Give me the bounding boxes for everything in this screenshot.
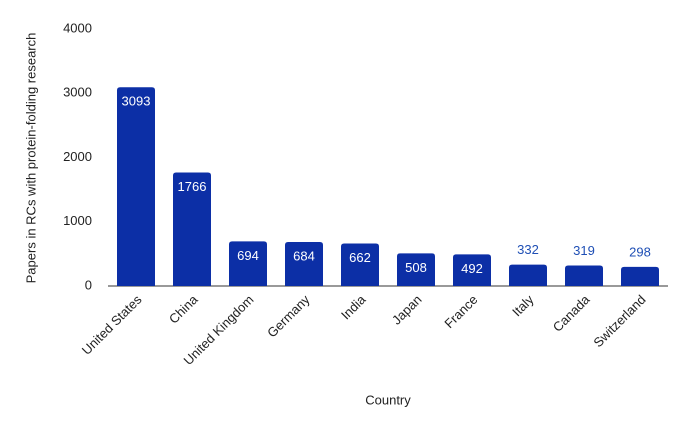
data-label: 492 — [461, 261, 483, 276]
data-label: 3093 — [122, 94, 151, 109]
bar — [341, 243, 379, 286]
x-tick-label: United States — [79, 292, 145, 358]
data-label: 298 — [629, 244, 651, 259]
x-tick-label: China — [166, 291, 201, 326]
x-tick-label: France — [441, 292, 480, 331]
x-tick-label: Japan — [389, 292, 425, 328]
bar — [453, 254, 491, 286]
data-label: 684 — [293, 248, 315, 263]
bar — [565, 265, 603, 286]
data-label: 319 — [573, 243, 595, 258]
bar — [621, 266, 659, 286]
x-tick-label: Italy — [509, 292, 537, 320]
data-label: 662 — [349, 250, 371, 265]
data-label: 694 — [237, 248, 259, 263]
data-label: 508 — [405, 260, 427, 275]
y-tick-label: 3000 — [63, 85, 92, 100]
x-tick-label: Canada — [550, 291, 593, 334]
x-axis-title: Country — [365, 392, 411, 407]
bar — [285, 242, 323, 286]
y-tick-label: 1000 — [63, 213, 92, 228]
data-label: 1766 — [178, 179, 207, 194]
bar — [117, 87, 155, 286]
x-tick-label: Germany — [264, 292, 313, 341]
x-tick-label: Switzerland — [590, 292, 648, 350]
bar — [173, 172, 211, 286]
data-label: 332 — [517, 242, 539, 257]
y-tick-label: 4000 — [63, 20, 92, 35]
y-tick-label: 2000 — [63, 149, 92, 164]
y-axis-title: Papers in RCs with protein-folding resea… — [23, 33, 38, 284]
x-tick-label: India — [338, 291, 369, 322]
bar — [229, 241, 267, 286]
bar — [397, 253, 435, 286]
bar — [509, 264, 547, 286]
y-tick-label: 0 — [85, 277, 92, 292]
